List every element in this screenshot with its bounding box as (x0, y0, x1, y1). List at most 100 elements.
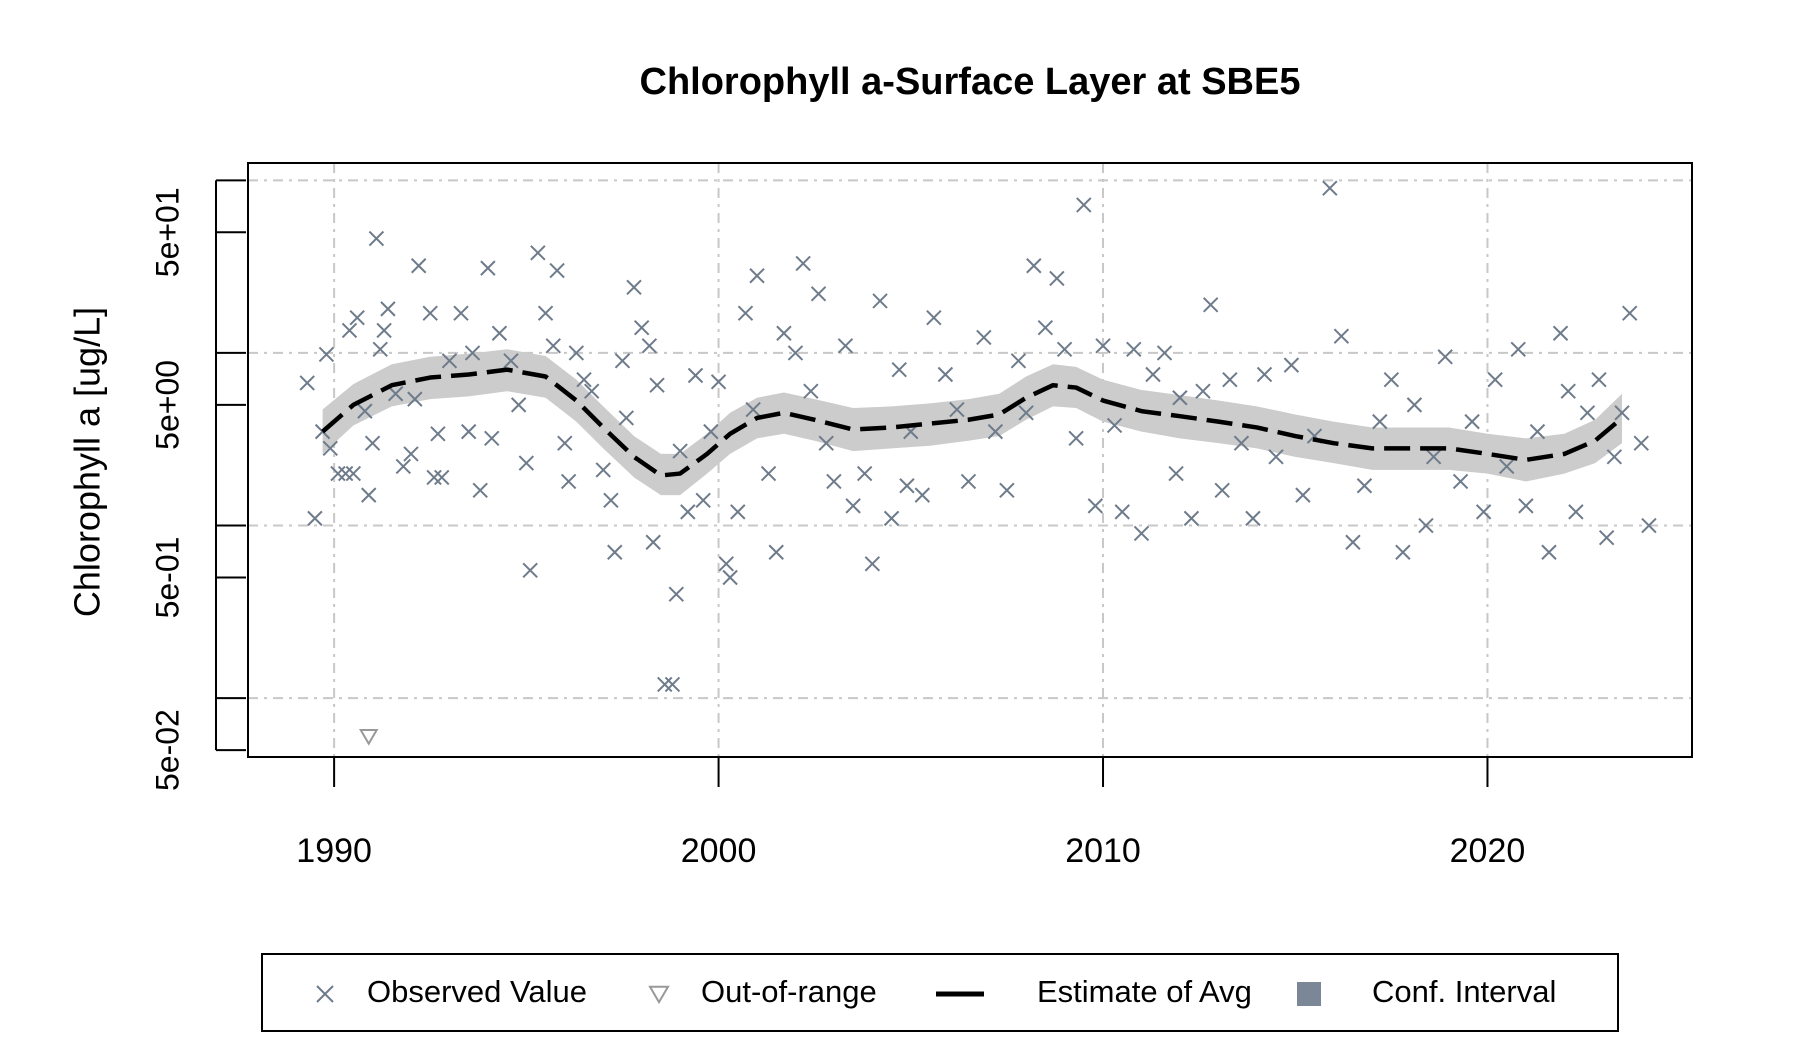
observed-point (1322, 180, 1338, 196)
observed-point (376, 322, 392, 339)
observed-point (430, 426, 446, 442)
observed-point (1418, 517, 1434, 534)
observed-point (434, 469, 450, 486)
observed-point (883, 510, 900, 527)
observed-point (1641, 517, 1657, 534)
observed-point (1049, 270, 1065, 287)
x-tick-label: 2020 (1450, 832, 1526, 870)
observed-point (576, 371, 592, 388)
observed-point (760, 465, 777, 482)
observed-point (1106, 417, 1123, 434)
observed-point (1233, 435, 1250, 451)
y-axis-title: Chlorophyll a [ug/L] (67, 307, 108, 617)
observed-point (937, 366, 954, 383)
x-tick-label: 1990 (296, 832, 372, 870)
observed-point (1475, 504, 1492, 520)
observed-point (1529, 423, 1546, 440)
observed-point (1591, 371, 1607, 388)
observed-point (672, 443, 688, 459)
observed-point (1452, 473, 1469, 490)
observed-point (737, 305, 754, 321)
observed-point (1487, 371, 1503, 388)
observed-point (330, 465, 346, 482)
observed-point (349, 309, 365, 326)
observed-point (345, 465, 362, 482)
observed-point (441, 353, 458, 369)
observed-point (530, 245, 546, 261)
observed-point (426, 469, 442, 486)
legend-box (261, 953, 1619, 1032)
observed-point (453, 305, 469, 321)
observed-point (1333, 328, 1350, 344)
observed-point (1518, 498, 1534, 514)
observed-point (645, 534, 661, 550)
observed-point (1406, 397, 1423, 413)
observed-point (387, 386, 404, 402)
observed-point (987, 423, 1004, 440)
observed-point (1126, 341, 1142, 357)
observed-point (1114, 504, 1130, 520)
observed-point (503, 353, 519, 369)
observed-point (1395, 544, 1411, 560)
observed-point (1510, 341, 1526, 357)
observed-point (607, 544, 623, 560)
legend-symbol (648, 985, 670, 1005)
observed-point (484, 430, 500, 447)
observed-point (1268, 449, 1284, 465)
legend-symbol (1297, 982, 1321, 1006)
observed-point (1552, 325, 1569, 341)
observed-point (926, 309, 942, 326)
observed-point (633, 319, 650, 336)
observed-point (603, 492, 619, 509)
observed-point (1172, 390, 1188, 406)
observed-point (1606, 449, 1623, 465)
observed-point (1295, 487, 1311, 503)
observed-point (914, 487, 931, 503)
observed-point (695, 492, 711, 509)
observed-point (372, 341, 388, 357)
observed-point (1372, 413, 1388, 430)
y-tick-label: 5e+00 (149, 360, 185, 450)
observed-point (307, 510, 323, 527)
observed-point (899, 478, 915, 494)
x-tick-label: 2010 (1065, 832, 1141, 870)
observed-point (960, 473, 977, 490)
observed-point (618, 410, 635, 426)
legend-label: Observed Value (367, 974, 587, 1009)
observed-point (1437, 349, 1453, 365)
observed-point (999, 482, 1015, 499)
observed-point (1145, 366, 1161, 383)
observed-point (1195, 383, 1211, 399)
observed-point (703, 423, 719, 440)
observed-point (464, 345, 481, 361)
observed-point (422, 305, 438, 321)
observed-point (545, 338, 561, 354)
observed-point (322, 440, 338, 457)
observed-point (1614, 405, 1630, 421)
observed-point (1283, 357, 1300, 373)
observed-point (337, 465, 354, 482)
observed-point (510, 397, 527, 413)
observed-point (1076, 197, 1092, 213)
observed-point (1598, 530, 1615, 546)
legend-label: Out-of-range (701, 974, 877, 1009)
observed-point (803, 383, 819, 399)
observed-point (1245, 510, 1261, 527)
observed-point (1168, 465, 1184, 482)
observed-point (1464, 413, 1480, 430)
observed-point (826, 473, 842, 490)
observed-point (1183, 510, 1200, 527)
observed-point (472, 482, 488, 499)
observed-point (1214, 482, 1230, 499)
observed-point (745, 401, 761, 418)
observed-point (787, 345, 804, 361)
observed-point (730, 504, 746, 520)
observed-point (1622, 305, 1638, 321)
observed-point (845, 498, 861, 514)
y-tick-label: 5e-02 (149, 709, 185, 791)
y-tick-label: 5e+01 (149, 187, 185, 277)
observed-point (1026, 258, 1042, 274)
observed-point (657, 676, 673, 693)
observed-point (407, 391, 423, 407)
